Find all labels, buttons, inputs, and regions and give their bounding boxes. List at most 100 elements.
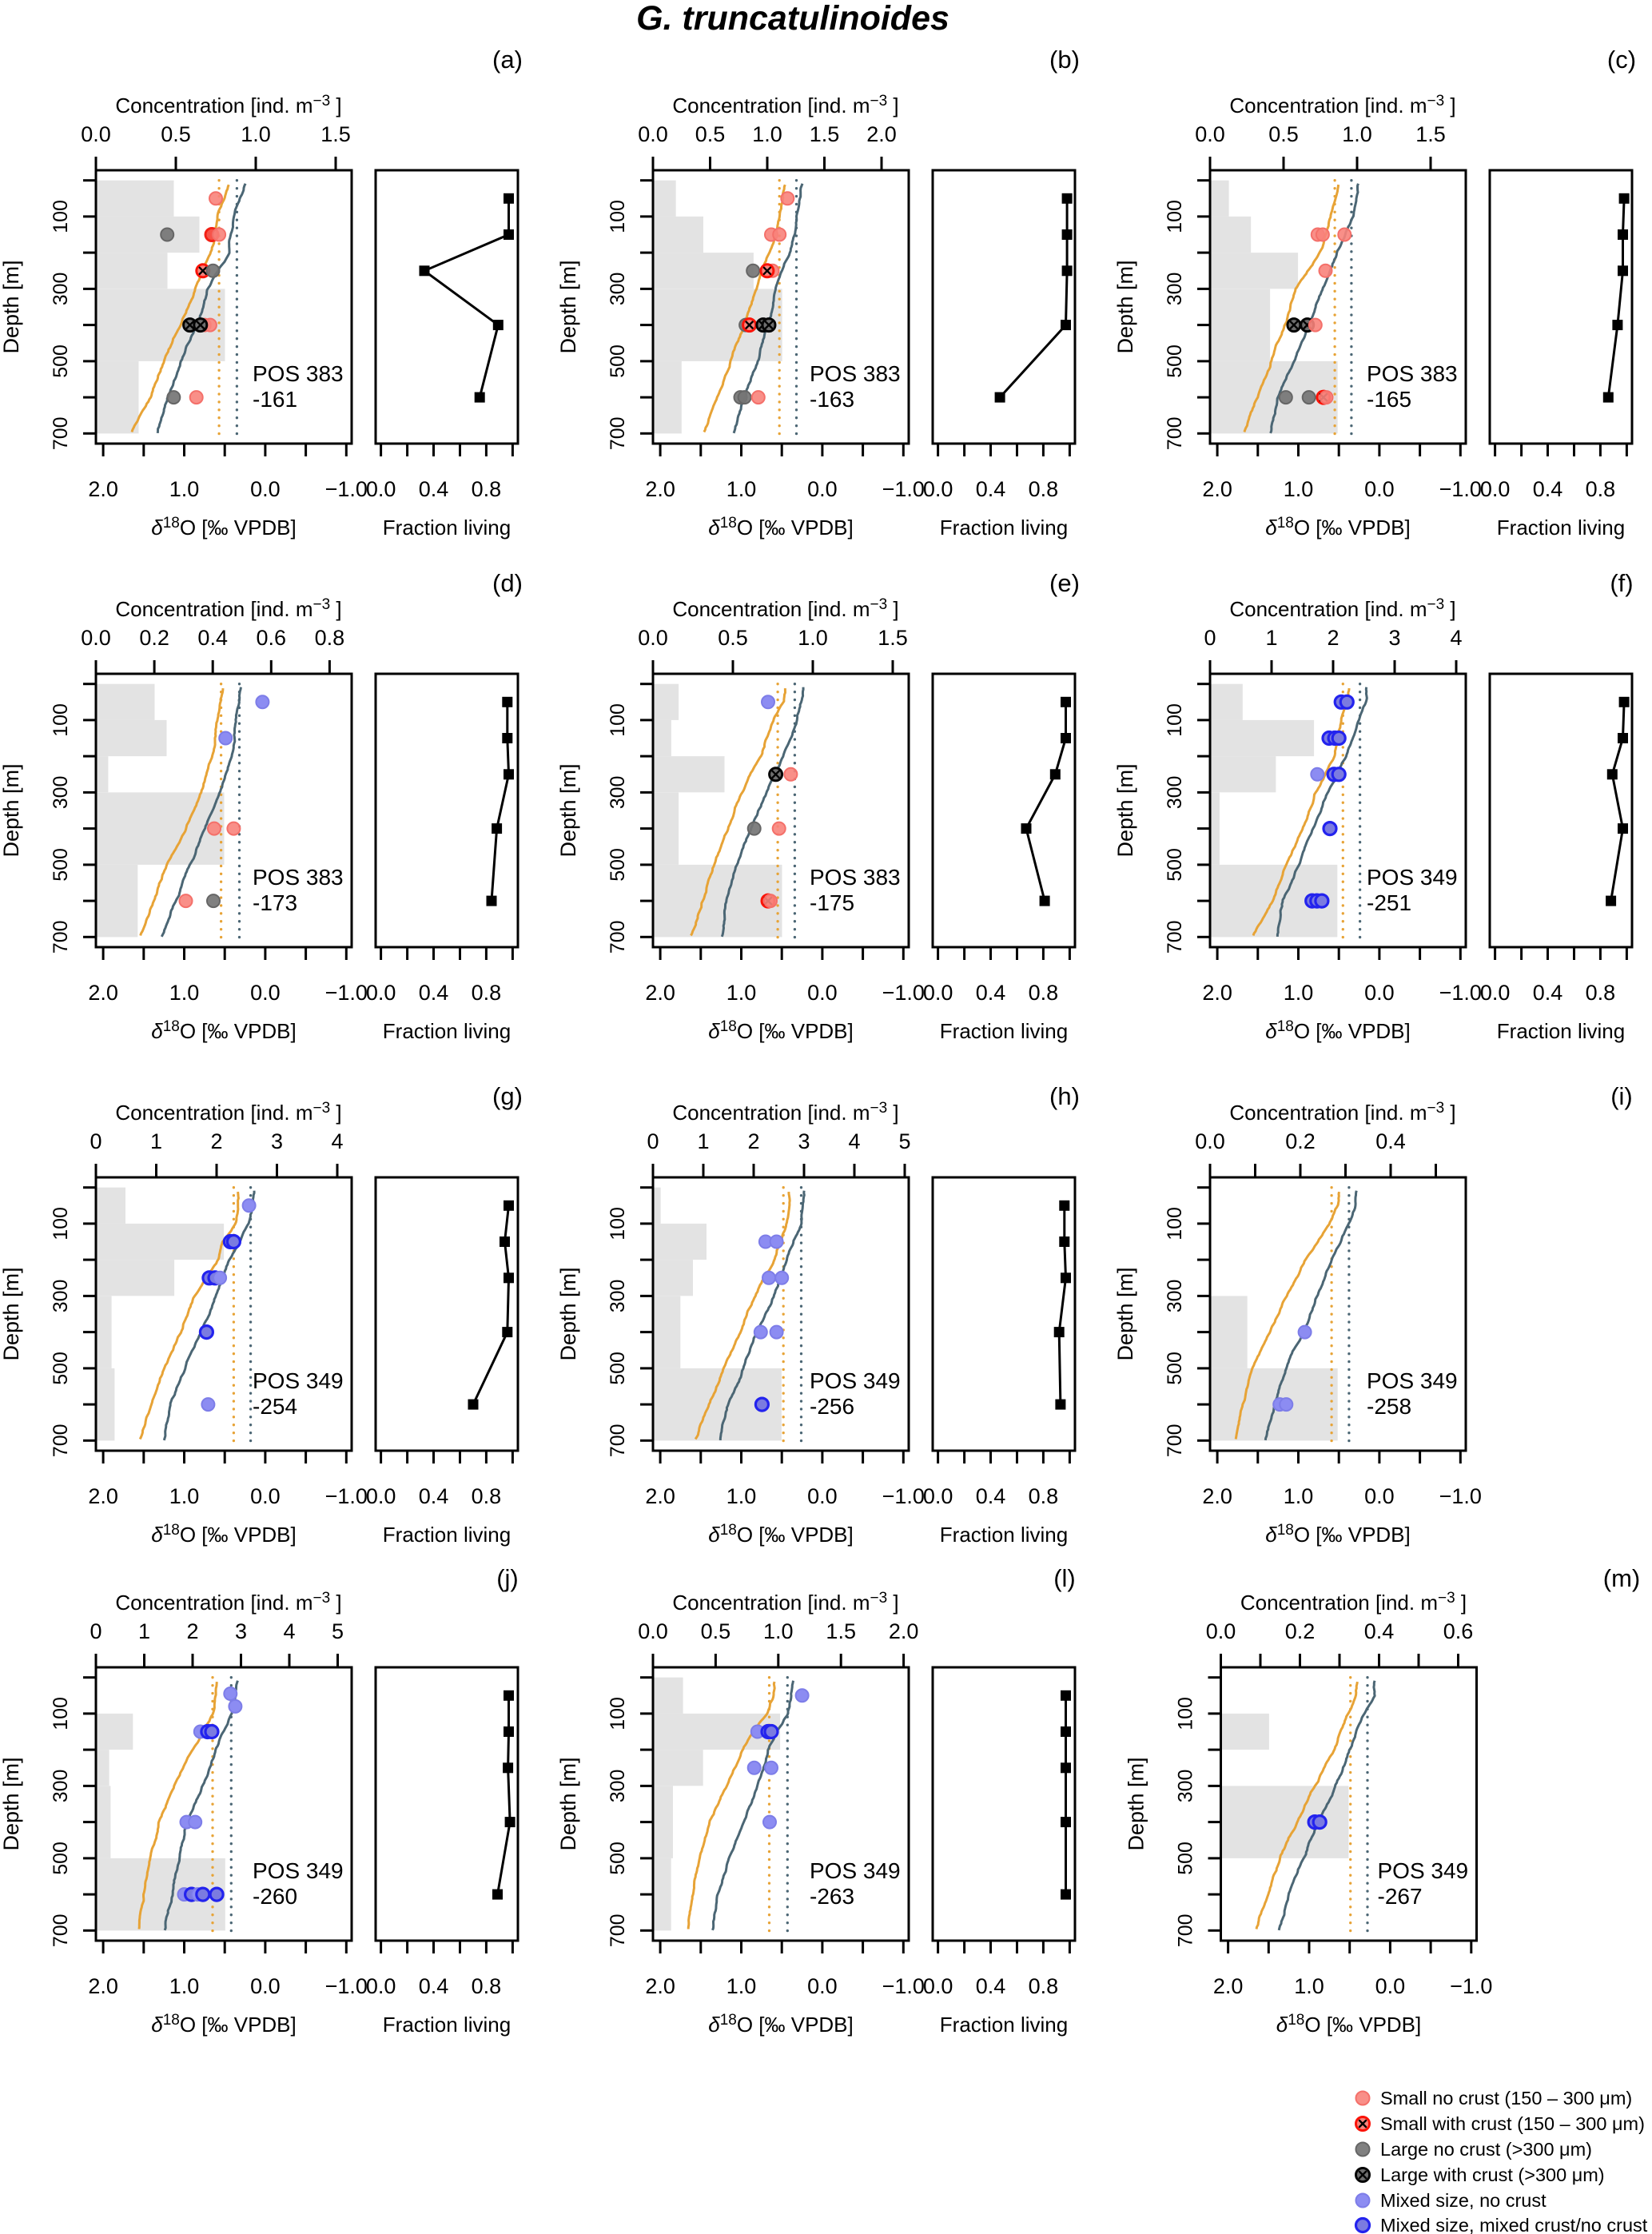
svg-text:Fraction living: Fraction living <box>1497 516 1625 540</box>
svg-text:0.0: 0.0 <box>923 1484 953 1508</box>
svg-text:(g): (g) <box>492 1082 523 1110</box>
svg-text:2.0: 2.0 <box>1202 477 1232 501</box>
svg-text:2.0: 2.0 <box>88 477 118 501</box>
svg-text:POS 349: POS 349 <box>810 1368 901 1393</box>
svg-text:300: 300 <box>607 776 629 810</box>
svg-text:1.5: 1.5 <box>878 626 908 650</box>
svg-text:0.0: 0.0 <box>1375 1974 1406 1998</box>
svg-text:Concentration [ind. m−3 ]: Concentration [ind. m−3 ] <box>672 1100 898 1125</box>
svg-text:Small with crust (150 – 300 μm: Small with crust (150 – 300 μm) <box>1380 2113 1645 2134</box>
svg-text:0.2: 0.2 <box>1285 1129 1316 1153</box>
svg-text:POS 383: POS 383 <box>810 865 901 890</box>
svg-text:300: 300 <box>1164 273 1186 306</box>
svg-text:Fraction living: Fraction living <box>383 1019 511 1043</box>
svg-text:Concentration [ind. m−3 ]: Concentration [ind. m−3 ] <box>115 93 341 117</box>
svg-text:1.5: 1.5 <box>320 122 351 146</box>
svg-text:700: 700 <box>50 416 72 450</box>
svg-text:0.4: 0.4 <box>1364 1619 1395 1643</box>
svg-text:1.5: 1.5 <box>1415 122 1446 146</box>
svg-text:0.8: 0.8 <box>472 1974 502 1998</box>
svg-text:δ18O [‰ VPDB]: δ18O [‰ VPDB] <box>1265 515 1411 540</box>
svg-text:0.8: 0.8 <box>1029 477 1059 501</box>
svg-text:0.0: 0.0 <box>1195 122 1225 146</box>
svg-text:0.0: 0.0 <box>1364 981 1395 1005</box>
svg-text:0.4: 0.4 <box>1533 981 1563 1005</box>
svg-text:700: 700 <box>1164 1424 1186 1457</box>
svg-text:Concentration [ind. m−3 ]: Concentration [ind. m−3 ] <box>115 1590 341 1615</box>
svg-text:G. truncatulinoides: G. truncatulinoides <box>636 0 949 38</box>
svg-text:Depth [m]: Depth [m] <box>1113 260 1137 353</box>
svg-text:(e): (e) <box>1049 569 1080 597</box>
svg-text:2.0: 2.0 <box>1213 1974 1244 1998</box>
svg-text:0.0: 0.0 <box>1364 1484 1395 1508</box>
svg-text:3: 3 <box>235 1619 247 1643</box>
svg-text:Depth [m]: Depth [m] <box>556 1267 580 1360</box>
svg-text:POS 349: POS 349 <box>1367 865 1458 890</box>
svg-text:2.0: 2.0 <box>645 477 675 501</box>
svg-text:2.0: 2.0 <box>1202 981 1232 1005</box>
svg-text:300: 300 <box>50 776 72 810</box>
svg-text:-163: -163 <box>810 387 854 412</box>
svg-text:1.0: 1.0 <box>1284 477 1314 501</box>
svg-text:1.5: 1.5 <box>826 1619 856 1643</box>
svg-text:(c): (c) <box>1607 46 1636 74</box>
svg-text:0.8: 0.8 <box>1029 1974 1059 1998</box>
svg-text:700: 700 <box>50 920 72 954</box>
svg-text:0.0: 0.0 <box>1364 477 1395 501</box>
svg-text:300: 300 <box>607 273 629 306</box>
svg-text:Mixed size, no crust: Mixed size, no crust <box>1380 2190 1547 2211</box>
svg-text:Depth [m]: Depth [m] <box>0 1267 23 1360</box>
svg-text:300: 300 <box>50 273 72 306</box>
svg-text:−1.0: −1.0 <box>1450 1974 1492 1998</box>
svg-text:0.0: 0.0 <box>638 1619 668 1643</box>
svg-text:300: 300 <box>1175 1770 1197 1803</box>
svg-text:Fraction living: Fraction living <box>940 1523 1068 1547</box>
svg-text:0.0: 0.0 <box>81 122 111 146</box>
svg-text:POS 383: POS 383 <box>253 865 344 890</box>
svg-text:1.0: 1.0 <box>1294 1974 1324 1998</box>
svg-text:700: 700 <box>607 1424 629 1457</box>
svg-text:0.0: 0.0 <box>1195 1129 1225 1153</box>
svg-text:0.8: 0.8 <box>472 477 502 501</box>
svg-text:Concentration [ind. m−3 ]: Concentration [ind. m−3 ] <box>1229 93 1455 117</box>
svg-text:2.0: 2.0 <box>889 1619 919 1643</box>
svg-text:δ18O [‰ VPDB]: δ18O [‰ VPDB] <box>1265 1018 1411 1043</box>
svg-text:POS 383: POS 383 <box>253 361 344 386</box>
svg-text:0.4: 0.4 <box>976 477 1006 501</box>
svg-text:700: 700 <box>607 1913 629 1947</box>
svg-text:δ18O [‰ VPDB]: δ18O [‰ VPDB] <box>151 515 297 540</box>
svg-text:δ18O [‰ VPDB]: δ18O [‰ VPDB] <box>708 1522 854 1547</box>
svg-text:300: 300 <box>1164 776 1186 810</box>
svg-text:(b): (b) <box>1049 46 1080 74</box>
svg-text:−1.0: −1.0 <box>1439 1484 1482 1508</box>
svg-text:0.8: 0.8 <box>1029 981 1059 1005</box>
svg-text:Fraction living: Fraction living <box>383 1523 511 1547</box>
svg-text:δ18O [‰ VPDB]: δ18O [‰ VPDB] <box>1276 2012 1422 2037</box>
svg-text:0.0: 0.0 <box>250 981 281 1005</box>
svg-text:3: 3 <box>1388 626 1400 650</box>
svg-text:700: 700 <box>1175 1913 1197 1947</box>
svg-text:2.0: 2.0 <box>645 981 675 1005</box>
svg-text:500: 500 <box>607 848 629 882</box>
svg-text:100: 100 <box>50 1207 72 1240</box>
svg-text:Depth [m]: Depth [m] <box>0 763 23 857</box>
svg-text:δ18O [‰ VPDB]: δ18O [‰ VPDB] <box>151 2012 297 2037</box>
svg-text:Fraction living: Fraction living <box>1497 1019 1625 1043</box>
svg-text:δ18O [‰ VPDB]: δ18O [‰ VPDB] <box>151 1018 297 1043</box>
svg-text:0.4: 0.4 <box>419 1974 449 1998</box>
svg-text:1.0: 1.0 <box>798 626 828 650</box>
svg-text:-175: -175 <box>810 890 854 915</box>
svg-text:Depth [m]: Depth [m] <box>556 260 580 353</box>
svg-text:(f): (f) <box>1610 569 1633 597</box>
svg-text:500: 500 <box>1164 848 1186 882</box>
svg-text:POS 383: POS 383 <box>810 361 901 386</box>
svg-text:500: 500 <box>607 344 629 378</box>
svg-text:4: 4 <box>283 1619 295 1643</box>
svg-text:1.0: 1.0 <box>169 1484 200 1508</box>
svg-text:0.8: 0.8 <box>472 981 502 1005</box>
svg-text:Concentration [ind. m−3 ]: Concentration [ind. m−3 ] <box>1229 596 1455 621</box>
svg-text:Concentration [ind. m−3 ]: Concentration [ind. m−3 ] <box>1240 1590 1467 1615</box>
svg-text:0.4: 0.4 <box>197 626 228 650</box>
svg-text:Fraction living: Fraction living <box>383 516 511 540</box>
svg-text:0.4: 0.4 <box>419 1484 449 1508</box>
